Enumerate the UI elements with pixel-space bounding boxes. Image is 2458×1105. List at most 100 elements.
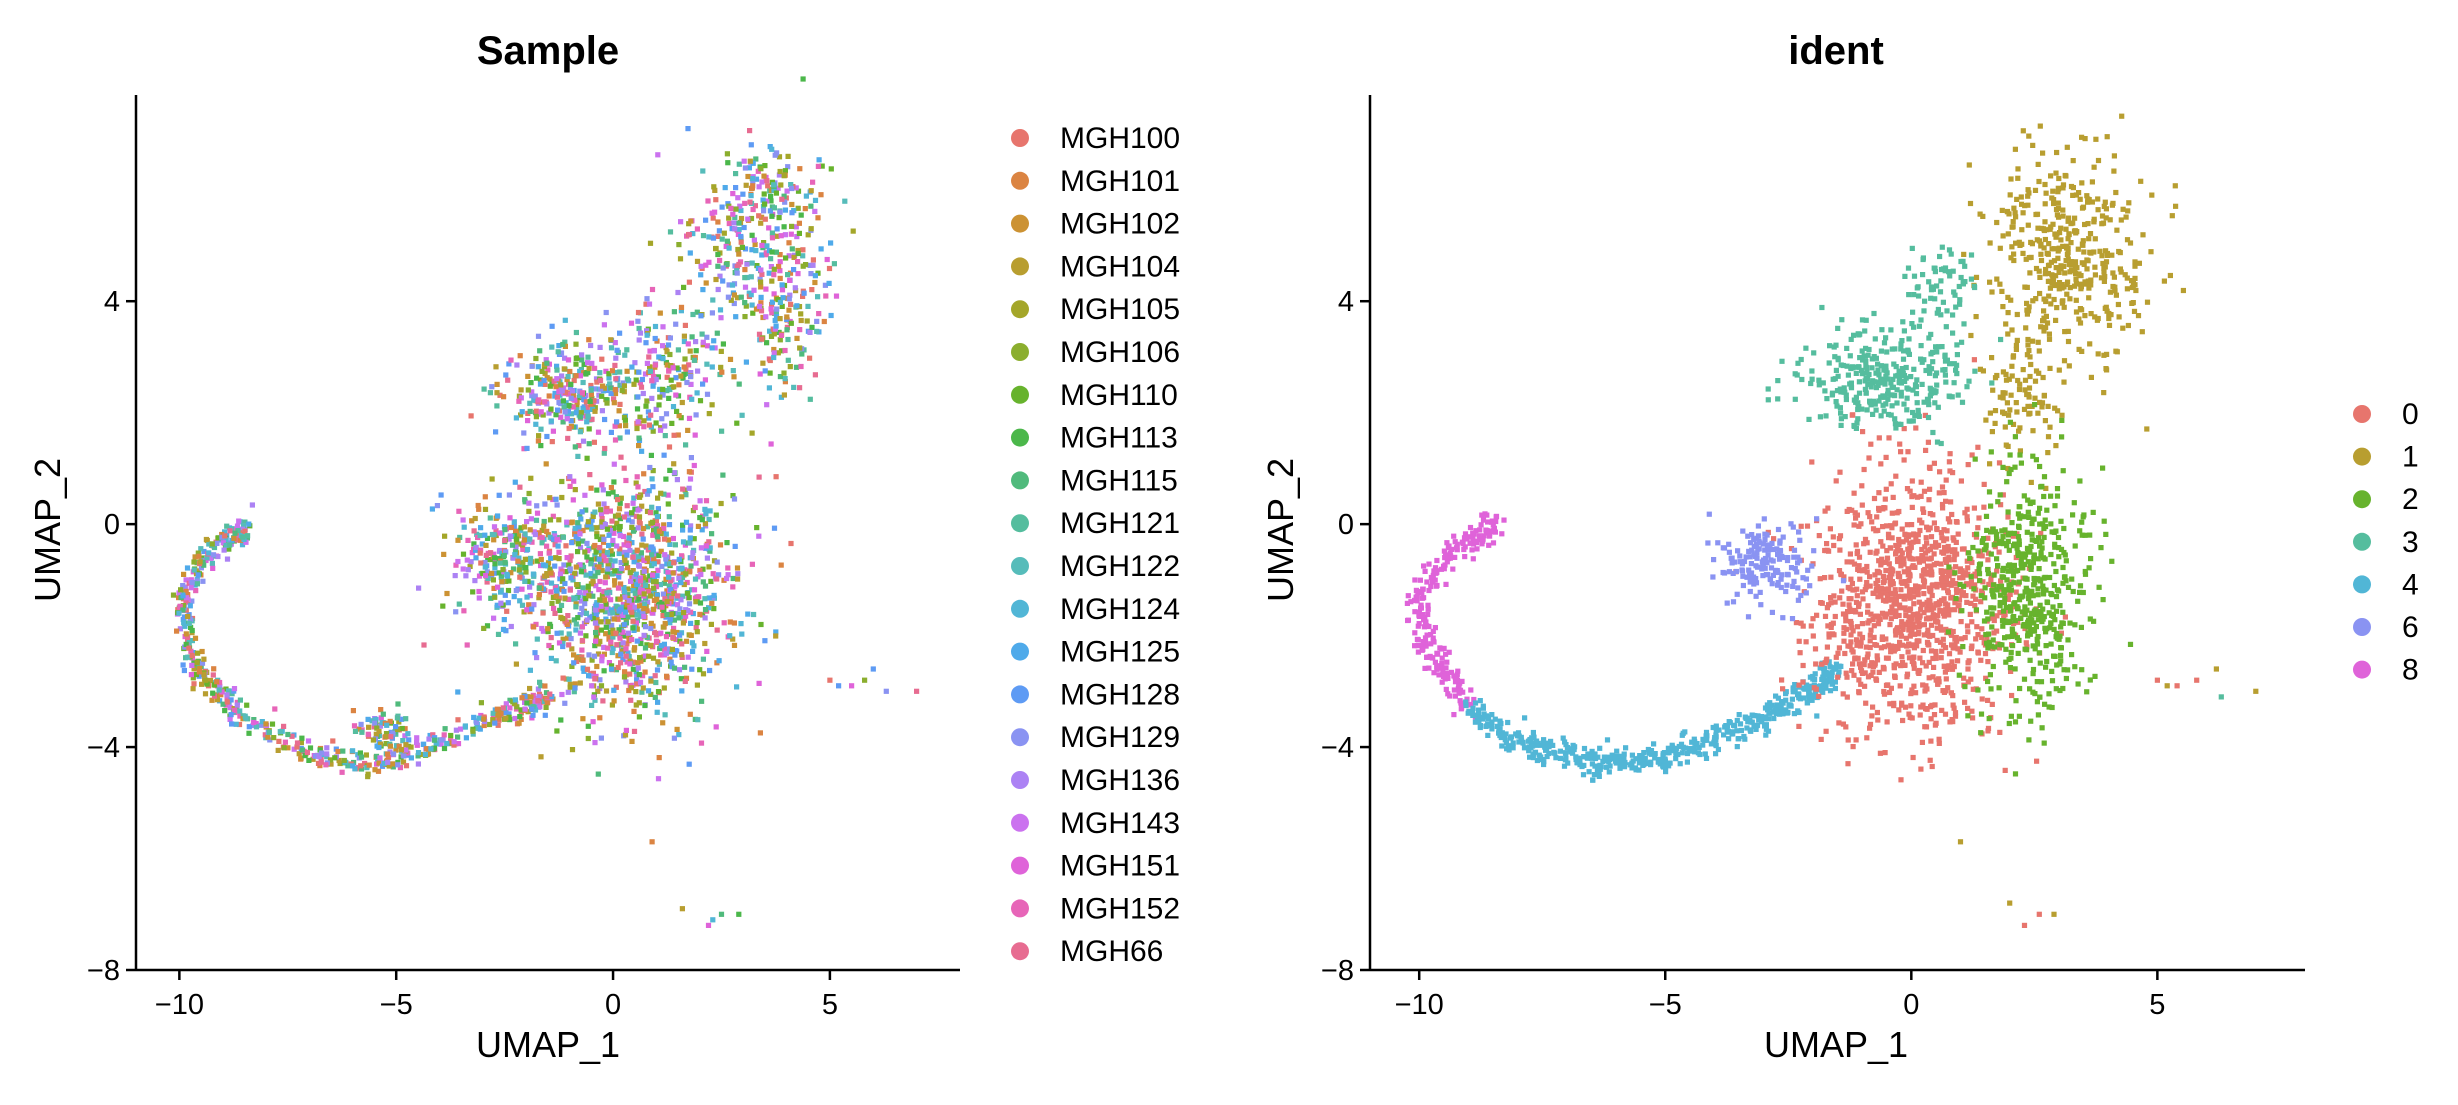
point-cluster-0 bbox=[1911, 661, 1916, 666]
point-cluster-0 bbox=[1919, 480, 1924, 485]
legend-key-MGH125 bbox=[1011, 643, 1029, 661]
legend-label-MGH106: MGH106 bbox=[1060, 336, 1180, 369]
point-cluster-4 bbox=[1527, 755, 1532, 760]
data-point bbox=[492, 524, 497, 529]
data-point bbox=[749, 193, 754, 198]
point-cluster-4 bbox=[1748, 727, 1753, 732]
point-cluster-0 bbox=[1898, 587, 1903, 592]
point-cluster-0 bbox=[1939, 628, 1944, 633]
data-point bbox=[809, 188, 814, 193]
data-point bbox=[469, 413, 474, 418]
point-cluster-0 bbox=[1813, 646, 1818, 651]
data-point bbox=[399, 747, 404, 752]
data-point bbox=[649, 378, 654, 383]
point-cluster-4 bbox=[1828, 678, 1833, 683]
point-cluster-0 bbox=[1898, 683, 1903, 688]
data-point bbox=[528, 409, 533, 414]
data-point bbox=[849, 683, 854, 688]
data-point bbox=[761, 208, 766, 213]
data-point bbox=[609, 519, 614, 524]
point-cluster-0 bbox=[1968, 612, 1973, 617]
point-cluster-0 bbox=[1902, 663, 1907, 668]
point-cluster-0 bbox=[1797, 639, 1802, 644]
data-point bbox=[189, 672, 194, 677]
data-point bbox=[779, 333, 784, 338]
data-point bbox=[477, 595, 482, 600]
point-cluster-0 bbox=[1886, 656, 1891, 661]
point-cluster-0 bbox=[1898, 563, 1903, 568]
data-point bbox=[452, 739, 457, 744]
point-cluster-4 bbox=[1511, 740, 1516, 745]
data-point bbox=[539, 409, 544, 414]
data-point bbox=[688, 712, 693, 717]
data-point bbox=[711, 338, 716, 343]
data-point bbox=[613, 631, 618, 636]
data-point bbox=[617, 551, 622, 556]
data-point bbox=[504, 609, 509, 614]
point-cluster-0 bbox=[1837, 470, 1842, 475]
data-point bbox=[612, 400, 617, 405]
data-point bbox=[517, 598, 522, 603]
data-point bbox=[675, 593, 680, 598]
point-cluster-4 bbox=[1530, 743, 1535, 748]
data-point bbox=[609, 430, 614, 435]
data-point bbox=[698, 272, 703, 277]
point-cluster-0 bbox=[1908, 703, 1913, 708]
data-point bbox=[618, 652, 623, 657]
data-point bbox=[524, 607, 529, 612]
data-point bbox=[684, 520, 689, 525]
data-point bbox=[599, 683, 604, 688]
point-cluster-4 bbox=[1763, 714, 1768, 719]
point-cluster-0 bbox=[1813, 661, 1818, 666]
point-cluster-4 bbox=[1505, 720, 1510, 725]
data-point bbox=[715, 628, 720, 633]
data-point bbox=[594, 488, 599, 493]
point-cluster-0 bbox=[1970, 715, 1975, 720]
data-point bbox=[678, 256, 683, 261]
point-cluster-0 bbox=[1796, 683, 1801, 688]
data-point bbox=[801, 76, 806, 81]
point-cluster-0 bbox=[1932, 712, 1937, 717]
data-point bbox=[681, 610, 686, 615]
point-cluster-0 bbox=[1878, 461, 1883, 466]
point-cluster-8 bbox=[1421, 563, 1426, 568]
point-cluster-8 bbox=[1406, 593, 1411, 598]
point-cluster-0 bbox=[1955, 646, 1960, 651]
data-point bbox=[690, 649, 695, 654]
point-cluster-8 bbox=[1474, 540, 1479, 545]
data-point bbox=[222, 708, 227, 713]
point-cluster-0 bbox=[1889, 610, 1894, 615]
data-point bbox=[637, 655, 642, 660]
data-point bbox=[665, 599, 670, 604]
data-point bbox=[601, 501, 606, 506]
legend-label-MGH115: MGH115 bbox=[1060, 464, 1178, 497]
data-point bbox=[643, 340, 648, 345]
data-point bbox=[658, 491, 663, 496]
data-point bbox=[586, 593, 591, 598]
data-point bbox=[818, 192, 823, 197]
data-point bbox=[655, 573, 660, 578]
point-cluster-0 bbox=[1873, 581, 1878, 586]
data-point bbox=[625, 503, 630, 508]
data-point bbox=[626, 535, 631, 540]
point-cluster-0 bbox=[1831, 621, 1836, 626]
data-point bbox=[584, 554, 589, 559]
point-cluster-0 bbox=[1839, 589, 1844, 594]
data-point bbox=[525, 547, 530, 552]
data-point bbox=[786, 358, 791, 363]
data-point bbox=[673, 542, 678, 547]
data-point bbox=[653, 695, 658, 700]
point-cluster-0 bbox=[1893, 521, 1898, 526]
data-point bbox=[672, 736, 677, 741]
data-point bbox=[750, 431, 755, 436]
data-point bbox=[827, 266, 832, 271]
data-point bbox=[707, 411, 712, 416]
data-point bbox=[211, 552, 216, 557]
point-cluster-0 bbox=[1897, 442, 1902, 447]
point-cluster-8 bbox=[1491, 523, 1496, 528]
data-point bbox=[544, 434, 549, 439]
data-point bbox=[596, 587, 601, 592]
data-point bbox=[679, 641, 684, 646]
data-point bbox=[222, 533, 227, 538]
data-point bbox=[478, 560, 483, 565]
